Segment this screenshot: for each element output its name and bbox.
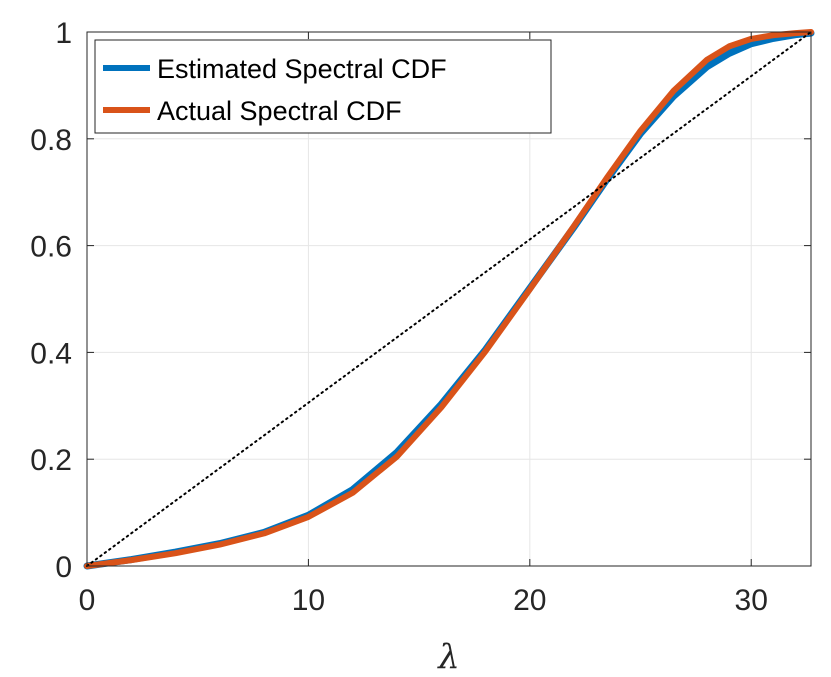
y-tick-label: 0.4 bbox=[30, 337, 72, 370]
x-tick-labels: 0 10 20 30 bbox=[79, 584, 768, 617]
x-axis-label: λ bbox=[436, 637, 460, 677]
y-tick-labels: 0 0.2 0.4 0.6 0.8 1 bbox=[30, 17, 72, 584]
data-series bbox=[83, 29, 815, 570]
y-tick-label: 0.8 bbox=[30, 124, 72, 157]
reference-diagonal-line bbox=[86, 31, 812, 567]
y-tick-label: 0.6 bbox=[30, 231, 72, 264]
legend-box bbox=[94, 39, 552, 134]
x-tick-label: 20 bbox=[513, 584, 546, 617]
legend: Estimated Spectral CDF Actual Spectral C… bbox=[94, 39, 552, 134]
x-tick-label: 10 bbox=[292, 584, 325, 617]
y-tick-label: 0.2 bbox=[30, 444, 72, 477]
axis-ticks bbox=[86, 31, 811, 567]
y-tick-label: 1 bbox=[55, 17, 72, 50]
y-tick-label: 0 bbox=[55, 551, 72, 584]
legend-label-estimated: Estimated Spectral CDF bbox=[157, 54, 447, 84]
series-line-actual bbox=[84, 29, 814, 569]
legend-label-actual: Actual Spectral CDF bbox=[157, 96, 402, 126]
plot-frame bbox=[86, 31, 812, 567]
x-tick-label: 30 bbox=[735, 584, 768, 617]
x-tick-label: 0 bbox=[79, 584, 96, 617]
